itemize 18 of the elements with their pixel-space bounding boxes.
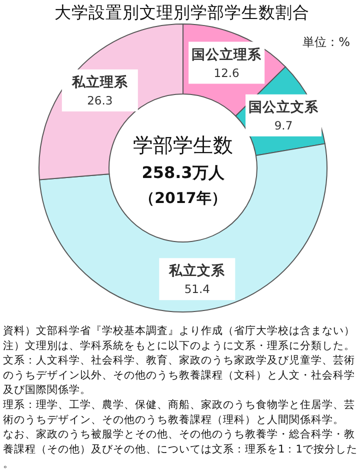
text: （2017年） xyxy=(140,189,226,207)
text: 258.3万人 xyxy=(142,163,226,182)
text: 単位：% xyxy=(302,35,350,49)
text: 理系：理学、工学、農学、保健、商船、家政のうち食物学と住居学、芸術のうちデザイン、その他のうち教養課程（理科）と人間関係科学。 xyxy=(3,398,355,426)
text: 注）文理別は、学科系統をもとに以下のように文系・理系に分類した。 xyxy=(3,338,355,352)
data-label: 9.7 xyxy=(274,118,293,132)
data-label: 12.6 xyxy=(214,66,240,80)
text: 学部学生数 xyxy=(133,133,233,157)
text: 文系：人文科学、社会科学、教育、家政のうち家政学及び児童学、芸術のうちデザイン以外、その他のうち教養課程（文科）と人文・社会科学及び国際関係学。 xyxy=(3,354,355,396)
slice-label: 私立文系 xyxy=(168,262,226,280)
text: 資料）文部科学省『学校基本調査』より作成（省庁大学校は含まない） xyxy=(3,324,355,337)
chart-title: 大学設置別文理別学部学生数割合 xyxy=(54,3,310,22)
text: なお、家政のうち被服学とその他、その他のうち教養学・総合科学・教養課程（その他）及びその他、については文系：理系を1：1で按分した。 xyxy=(3,428,358,470)
data-label: 51.4 xyxy=(184,282,210,296)
data-label: 26.3 xyxy=(87,93,113,108)
slice-label: 私立理系 xyxy=(70,73,129,90)
slice-label: 国公立文系 xyxy=(248,98,320,116)
slice-label: 国公立理系 xyxy=(192,46,263,63)
